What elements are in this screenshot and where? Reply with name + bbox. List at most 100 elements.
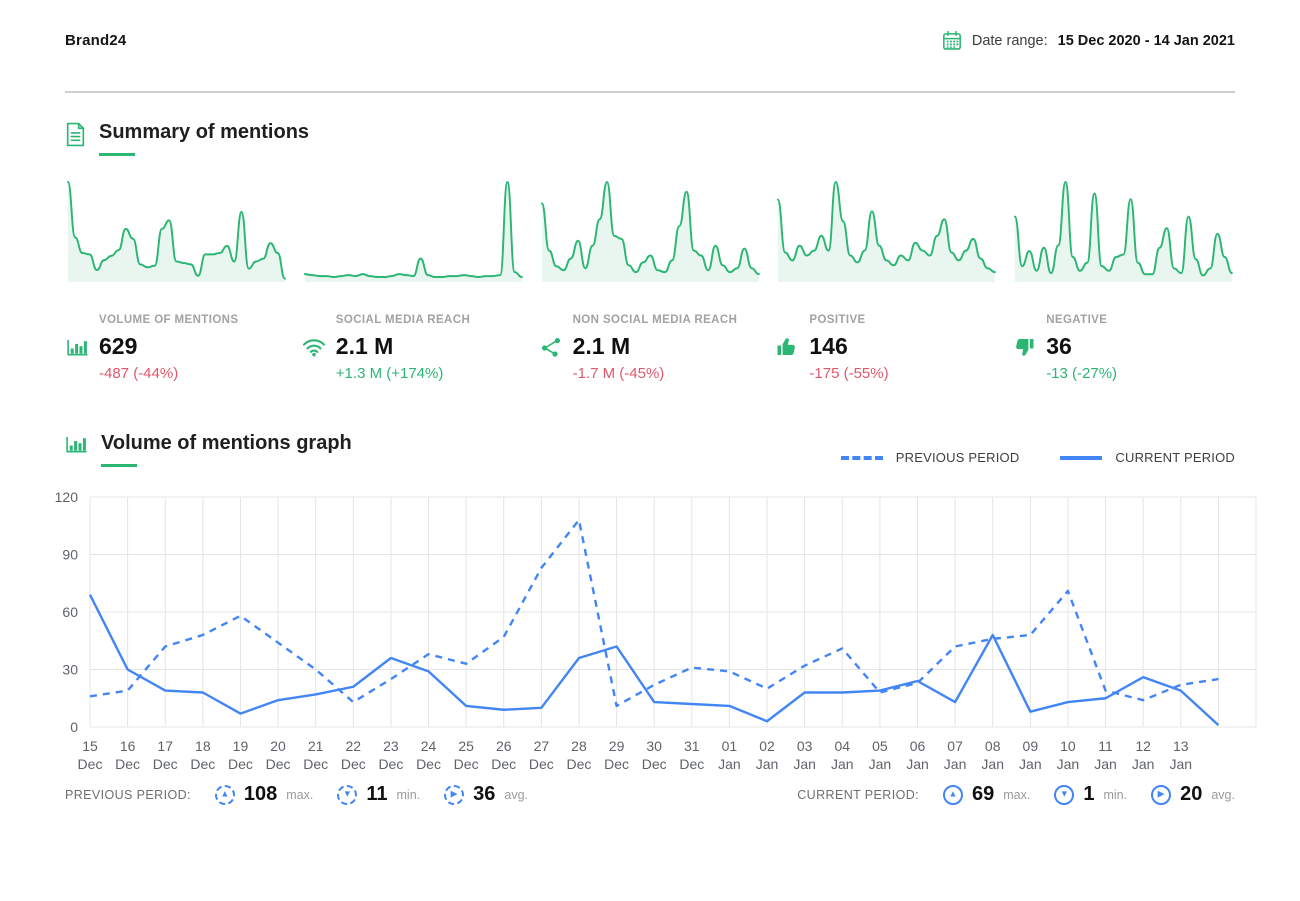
arrow-down-circle-icon: ▼: [1054, 784, 1075, 805]
svg-text:Jan: Jan: [944, 756, 967, 772]
previous-period-stats: PREVIOUS PERIOD: ▲ 108 max. ▼ 11 min. ▶ …: [65, 783, 528, 806]
svg-text:Jan: Jan: [906, 756, 929, 772]
svg-text:30: 30: [646, 738, 662, 754]
stat-suffix: max.: [1003, 787, 1031, 802]
metric-label: NON SOCIAL MEDIA REACH: [572, 314, 738, 326]
stats-group-label: PREVIOUS PERIOD:: [65, 787, 191, 802]
svg-text:120: 120: [55, 489, 78, 505]
metric-delta: +1.3 M (+174%): [335, 365, 444, 382]
svg-text:30: 30: [62, 662, 78, 678]
svg-text:Dec: Dec: [491, 756, 516, 772]
svg-text:Jan: Jan: [793, 756, 816, 772]
svg-text:Dec: Dec: [303, 756, 328, 772]
svg-text:07: 07: [947, 738, 963, 754]
date-range-label: Date range:: [971, 32, 1048, 49]
date-range-selector[interactable]: Date range: 15 Dec 2020 - 14 Jan 2021: [942, 30, 1235, 51]
stat-suffix: min.: [396, 787, 421, 802]
arrow-right-circle-icon: ▶: [444, 784, 465, 805]
date-range-value: 15 Dec 2020 - 14 Jan 2021: [1057, 32, 1235, 49]
svg-text:Jan: Jan: [1169, 756, 1192, 772]
arrow-right-circle-icon: ▶: [1151, 784, 1172, 805]
svg-text:Jan: Jan: [981, 756, 1004, 772]
metric-value: 2.1 M: [335, 333, 394, 359]
report-header: Brand24 Date range: 15 Dec 2020 - 14 Jan…: [65, 0, 1235, 51]
graph-title-underline: [101, 464, 137, 467]
metrics-row: VOLUME OF MENTIONS: [65, 314, 1235, 382]
svg-text:Jan: Jan: [1019, 756, 1042, 772]
svg-text:03: 03: [797, 738, 813, 754]
share-nodes-icon: [539, 336, 563, 358]
metric-value: 629: [99, 333, 138, 359]
sparkline-non-social-media-reach: [540, 181, 760, 282]
svg-text:22: 22: [346, 738, 362, 754]
svg-text:18: 18: [195, 738, 211, 754]
sparkline-social-media-reach: [303, 181, 523, 282]
svg-text:12: 12: [1135, 738, 1151, 754]
metric-volume-of-mentions: VOLUME OF MENTIONS: [65, 314, 288, 382]
svg-text:Dec: Dec: [604, 756, 629, 772]
current-min-stat: ▼ 1 min.: [1054, 783, 1127, 806]
svg-text:05: 05: [872, 738, 888, 754]
svg-text:29: 29: [609, 738, 625, 754]
svg-text:Jan: Jan: [756, 756, 779, 772]
stats-group-label: CURRENT PERIOD:: [797, 787, 920, 802]
svg-text:04: 04: [834, 738, 850, 754]
svg-text:Dec: Dec: [115, 756, 140, 772]
svg-text:Dec: Dec: [341, 756, 366, 772]
sparkline-positive: [777, 181, 997, 282]
volume-line-chart[interactable]: 030609012015Dec16Dec17Dec18Dec19Dec20Dec…: [55, 483, 1265, 773]
svg-text:09: 09: [1023, 738, 1039, 754]
stat-value: 11: [366, 783, 388, 805]
chart-stats-row: PREVIOUS PERIOD: ▲ 108 max. ▼ 11 min. ▶ …: [65, 783, 1235, 806]
stat-value: 69: [972, 783, 995, 805]
stat-value: 20: [1180, 783, 1203, 805]
metric-delta: -1.7 M (-45%): [572, 365, 665, 382]
chart-legend: PREVIOUS PERIOD CURRENT PERIOD: [840, 450, 1235, 467]
sparkline-negative: [1014, 181, 1234, 282]
svg-text:01: 01: [722, 738, 738, 754]
sparkline-volume-of-mentions: [66, 181, 286, 282]
volume-graph-section: Volume of mentions graph PREVIOUS PERIOD…: [55, 432, 1257, 806]
current-period-line-sample: [1060, 455, 1103, 460]
svg-text:0: 0: [70, 719, 78, 735]
arrow-up-circle-icon: ▲: [943, 784, 964, 805]
stat-suffix: max.: [286, 787, 314, 802]
bar-chart-icon: [66, 437, 87, 453]
svg-text:13: 13: [1173, 738, 1189, 754]
report-page: Brand24 Date range: 15 Dec 2020 - 14 Jan…: [55, 0, 1257, 806]
svg-text:Dec: Dec: [228, 756, 253, 772]
svg-text:Jan: Jan: [869, 756, 892, 772]
current-period-stats: CURRENT PERIOD: ▲ 69 max. ▼ 1 min. ▶ 20 …: [797, 783, 1235, 806]
svg-text:Dec: Dec: [679, 756, 704, 772]
summary-title: Summary of mentions: [99, 121, 310, 143]
svg-text:24: 24: [421, 738, 437, 754]
metric-negative: NEGATIVE 36 -13 (-27%): [1012, 314, 1235, 382]
svg-text:Jan: Jan: [1132, 756, 1155, 772]
svg-text:Dec: Dec: [78, 756, 103, 772]
brand-logo: Brand24: [65, 32, 127, 49]
sparklines-row: [65, 174, 1235, 286]
metric-value: 36: [1046, 333, 1072, 359]
svg-text:25: 25: [458, 738, 474, 754]
metric-delta: -175 (-55%): [809, 365, 889, 382]
svg-text:17: 17: [157, 738, 173, 754]
metric-value: 146: [809, 333, 848, 359]
current-avg-stat: ▶ 20 avg.: [1151, 783, 1235, 806]
bar-chart-icon: [65, 336, 89, 358]
svg-text:27: 27: [534, 738, 550, 754]
stat-value: 36: [473, 783, 496, 805]
previous-avg-stat: ▶ 36 avg.: [444, 783, 528, 806]
document-icon: [66, 122, 85, 147]
svg-text:06: 06: [910, 738, 926, 754]
svg-text:60: 60: [62, 604, 78, 620]
svg-text:Dec: Dec: [266, 756, 291, 772]
svg-text:Jan: Jan: [1057, 756, 1080, 772]
svg-text:15: 15: [82, 738, 98, 754]
header-divider: [65, 91, 1235, 93]
svg-text:11: 11: [1098, 738, 1113, 754]
svg-text:Dec: Dec: [190, 756, 215, 772]
svg-text:21: 21: [308, 738, 324, 754]
svg-text:Dec: Dec: [529, 756, 554, 772]
wifi-icon: [302, 337, 326, 357]
stat-suffix: min.: [1103, 787, 1128, 802]
